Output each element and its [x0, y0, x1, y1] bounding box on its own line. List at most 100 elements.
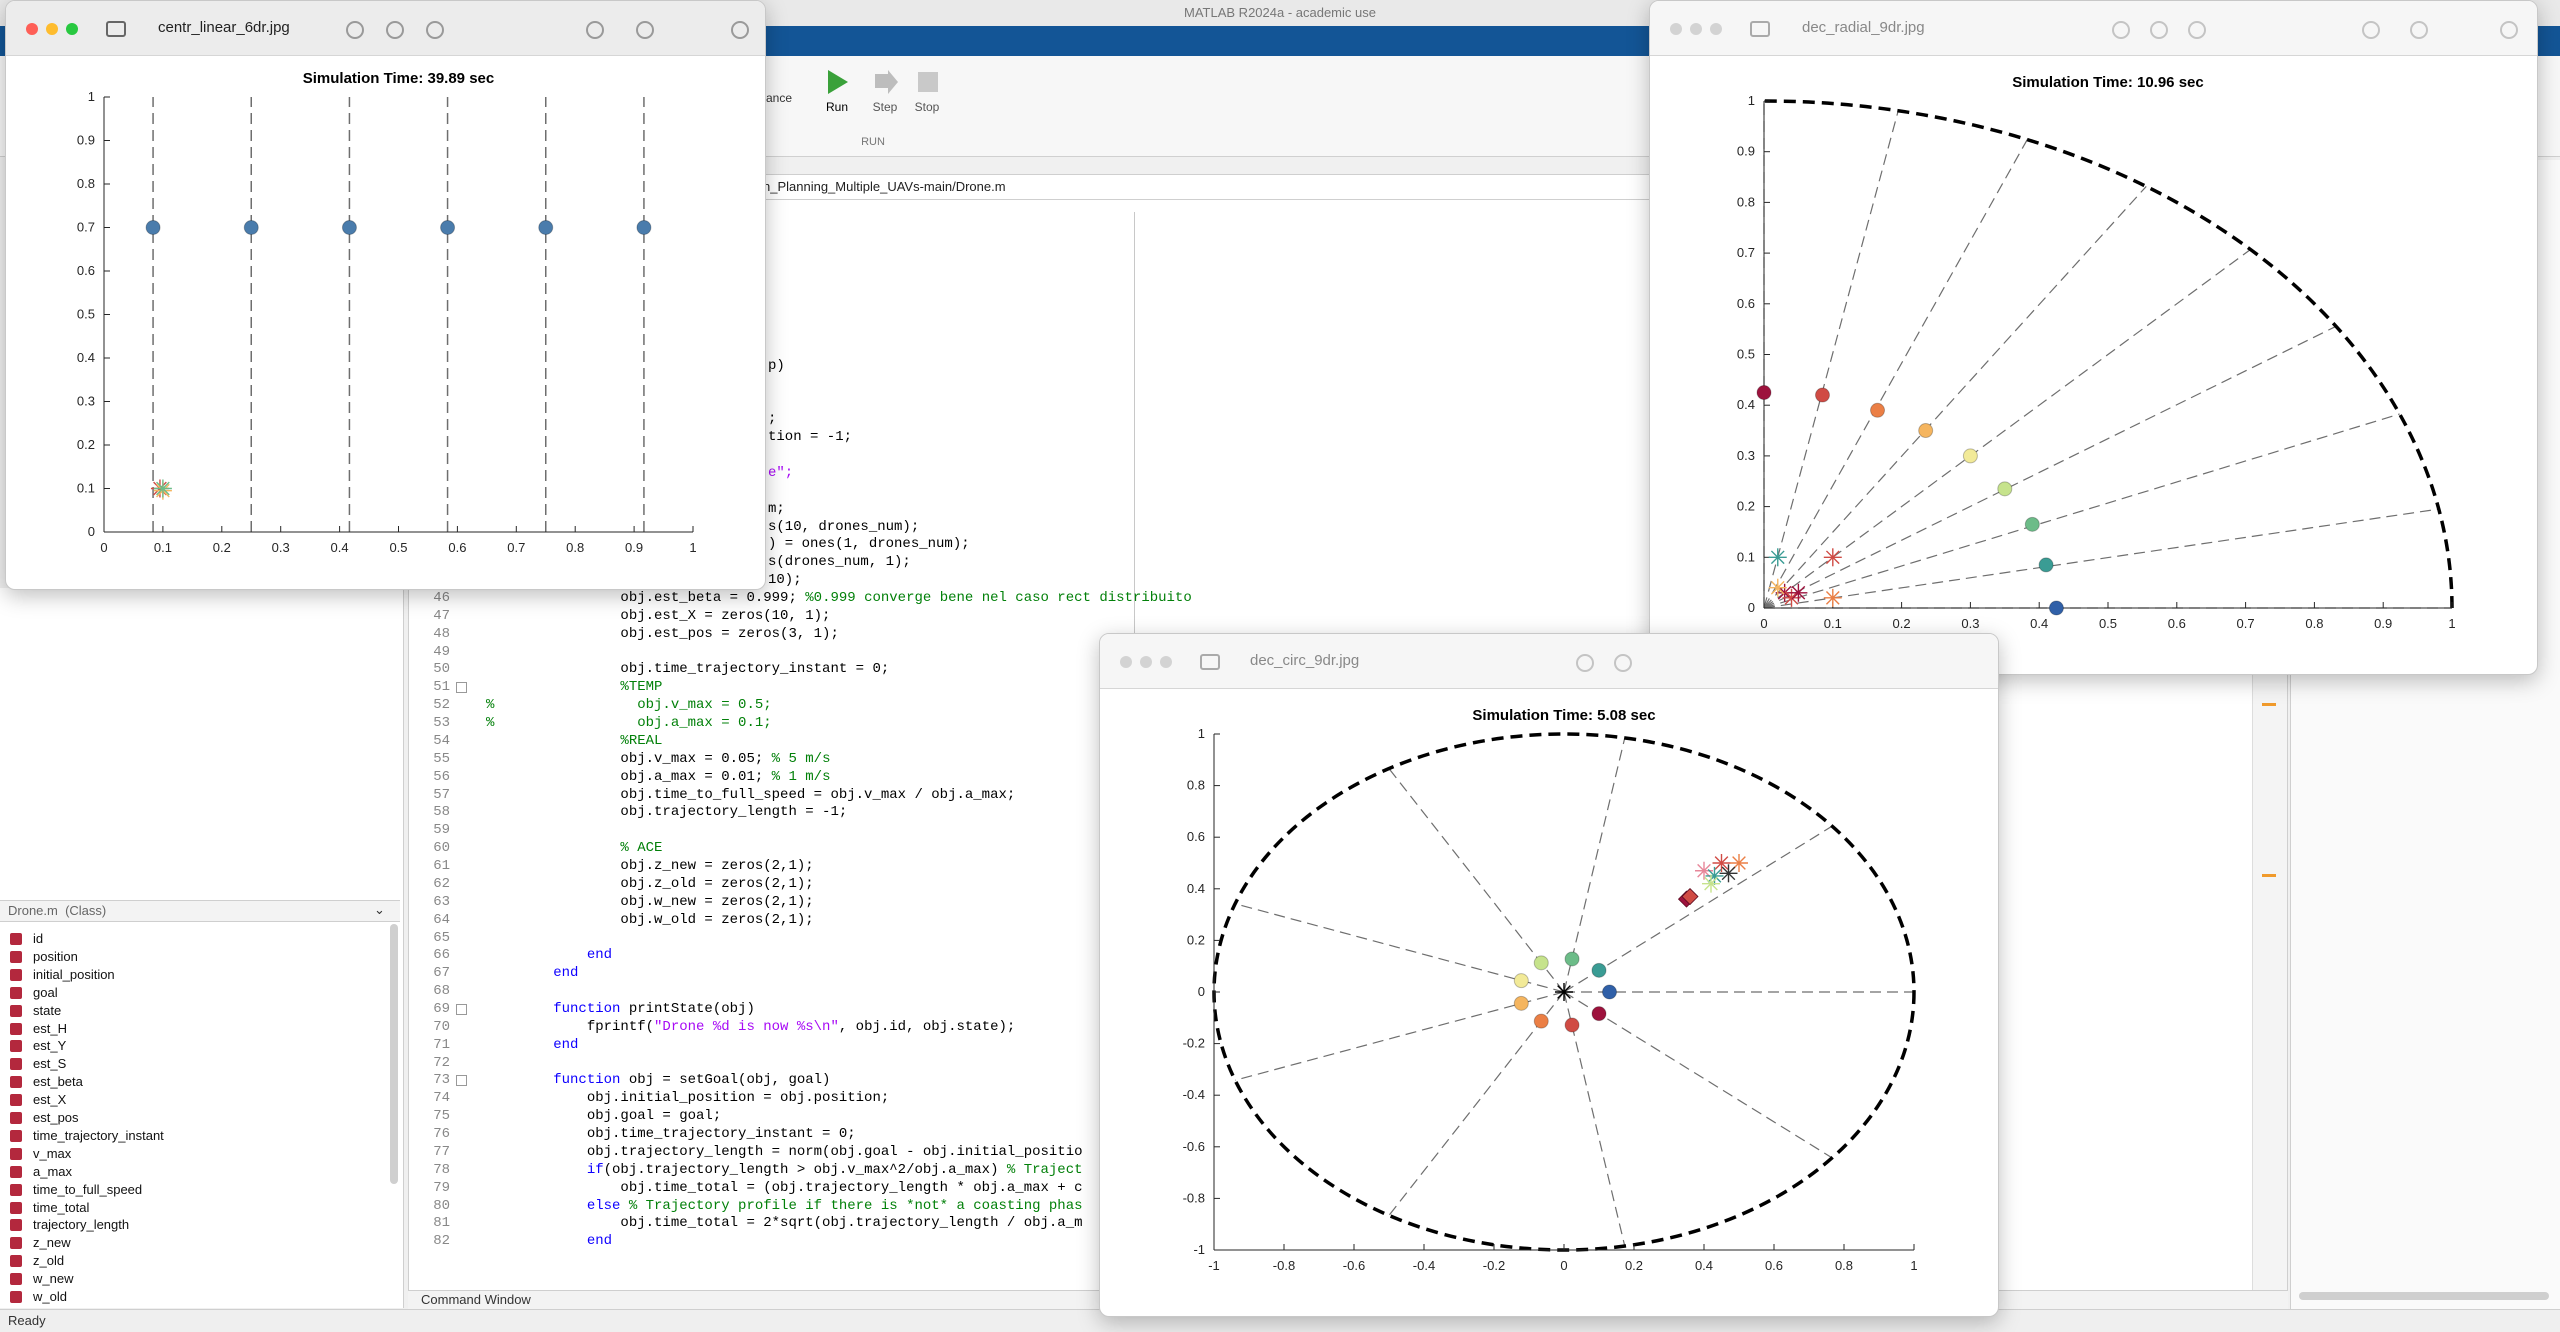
y-tick-label: 1	[1748, 93, 1755, 108]
sidebar-icon[interactable]	[106, 21, 126, 37]
line-number: 74	[433, 1090, 450, 1107]
minimize-button[interactable]	[1690, 23, 1702, 35]
y-tick-label: 0.6	[77, 263, 95, 278]
code-line: obj.time_trajectory_instant = 0;	[486, 660, 889, 678]
y-tick-label: -0.2	[1183, 1036, 1205, 1051]
markup-icon[interactable]	[636, 21, 654, 39]
section-label: RUN	[861, 136, 885, 148]
markup-icon[interactable]	[2410, 21, 2428, 39]
zoom-button[interactable]	[1710, 23, 1722, 35]
run-button[interactable]: Run	[825, 100, 848, 114]
stop-button[interactable]: Stop	[914, 100, 940, 114]
line-number: 77	[433, 1143, 450, 1160]
line-number: 79	[433, 1179, 450, 1196]
zoom-in-icon[interactable]	[2188, 21, 2206, 39]
code-line: % obj.v_max = 0.5;	[486, 696, 772, 714]
code-fragment: e";	[768, 465, 794, 481]
code-token: % ACE	[486, 840, 663, 857]
code-token: % 5 m/s	[771, 750, 831, 767]
ray	[1234, 903, 1565, 993]
line-number: 54	[433, 732, 450, 749]
ray	[1388, 768, 1565, 993]
code-token: obj.goal = goal;	[486, 1108, 722, 1125]
line-number: 73	[433, 1072, 450, 1089]
sidebar-icon[interactable]	[1750, 21, 1770, 37]
code-token: obj.z_old = zeros(2,1);	[486, 875, 814, 892]
drone-point	[1513, 995, 1529, 1011]
y-tick-label: 0.4	[77, 350, 95, 365]
code-token: (obj.trajectory_length > obj.v_max^2/obj…	[603, 1161, 1007, 1178]
zoom-out-icon[interactable]	[1614, 654, 1632, 672]
line-number: 46	[433, 590, 450, 606]
x-tick-label: 0.7	[2237, 616, 2255, 631]
x-tick-label: 0.7	[507, 540, 525, 555]
close-button[interactable]	[26, 23, 38, 35]
x-tick-label: 0.6	[2168, 616, 2186, 631]
property-icon	[10, 1129, 22, 1142]
code-token: obj.trajectory_length = norm(obj.goal - …	[486, 1143, 1083, 1160]
property-icon	[10, 1201, 22, 1214]
zoom-out-icon[interactable]	[2150, 21, 2168, 39]
drone-point	[1814, 387, 1830, 403]
code-token: obj.est_beta = 0.999;	[486, 590, 806, 606]
zoom-in-icon[interactable]	[426, 21, 444, 39]
warning-marker	[2262, 703, 2276, 706]
x-tick-label: -0.6	[1343, 1258, 1365, 1273]
close-button[interactable]	[1670, 23, 1682, 35]
step-button[interactable]: Step	[872, 100, 898, 114]
code-line: obj.est_beta = 0.999; %0.999 converge be…	[486, 589, 1191, 607]
star-marker	[1555, 983, 1573, 1001]
sidebar-icon[interactable]	[1200, 654, 1220, 670]
info-icon[interactable]	[2112, 21, 2130, 39]
minimize-button[interactable]	[1140, 656, 1152, 668]
line-number: 69	[433, 1001, 450, 1017]
rotate-icon[interactable]	[2362, 21, 2380, 39]
boundary	[1763, 99, 2454, 609]
star-marker	[1782, 588, 1801, 607]
line-number: 66	[433, 947, 450, 964]
x-tick-label: -1	[1208, 1258, 1220, 1273]
info-icon[interactable]	[1576, 654, 1594, 672]
zoom-button[interactable]	[66, 23, 78, 35]
ray	[1763, 186, 2147, 609]
code-token: obj.time_to_full_speed = obj.v_max / obj…	[486, 786, 1016, 803]
close-button[interactable]	[1120, 656, 1132, 668]
code-token: obj.time_total = 2*sqrt(obj.trajectory_l…	[486, 1215, 1083, 1232]
line-number: 49	[433, 643, 450, 660]
star-marker	[153, 479, 172, 498]
code-fragment: s(drones_num, 1);	[768, 554, 911, 570]
x-tick-label: 0.4	[2030, 616, 2048, 631]
search-icon[interactable]	[731, 21, 749, 39]
zoom-button[interactable]	[1160, 656, 1172, 668]
property-icon	[10, 1183, 22, 1196]
code-fragment: s(10, drones_num);	[768, 519, 920, 535]
line-number: 68	[433, 983, 450, 1000]
code-token: obj.w_old = zeros(2,1);	[486, 911, 814, 928]
zoom-out-icon[interactable]	[386, 21, 404, 39]
star-marker	[1705, 866, 1724, 885]
command-window-label[interactable]: Command Window	[421, 1292, 531, 1307]
code-line: function printState(obj)	[486, 1000, 755, 1018]
property-name: est_beta	[33, 1074, 83, 1090]
code-token: % Traject	[1006, 1161, 1083, 1178]
y-tick-label: 0.9	[1737, 144, 1755, 159]
minimize-button[interactable]	[46, 23, 58, 35]
info-icon[interactable]	[346, 21, 364, 39]
star-marker	[1768, 548, 1787, 567]
code-token: obj.z_new = zeros(2,1);	[486, 858, 814, 875]
y-tick-label: 0.1	[1737, 549, 1755, 564]
line-number: 60	[433, 840, 450, 857]
stop-icon	[918, 72, 938, 92]
code-line: end	[486, 1036, 578, 1054]
search-icon[interactable]	[2500, 21, 2518, 39]
class-dropdown[interactable]: Drone.m (Class) ⌄	[0, 900, 400, 922]
x-tick-label: -0.4	[1413, 1258, 1435, 1273]
property-icon	[10, 1237, 22, 1250]
code-token: obj.time_trajectory_instant = 0;	[486, 661, 890, 678]
y-tick-label: 0	[1748, 600, 1755, 615]
drone-point	[1918, 423, 1934, 439]
drone-point	[243, 220, 259, 235]
line-number: 64	[433, 911, 450, 928]
rotate-icon[interactable]	[586, 21, 604, 39]
line-number: 70	[433, 1018, 450, 1035]
